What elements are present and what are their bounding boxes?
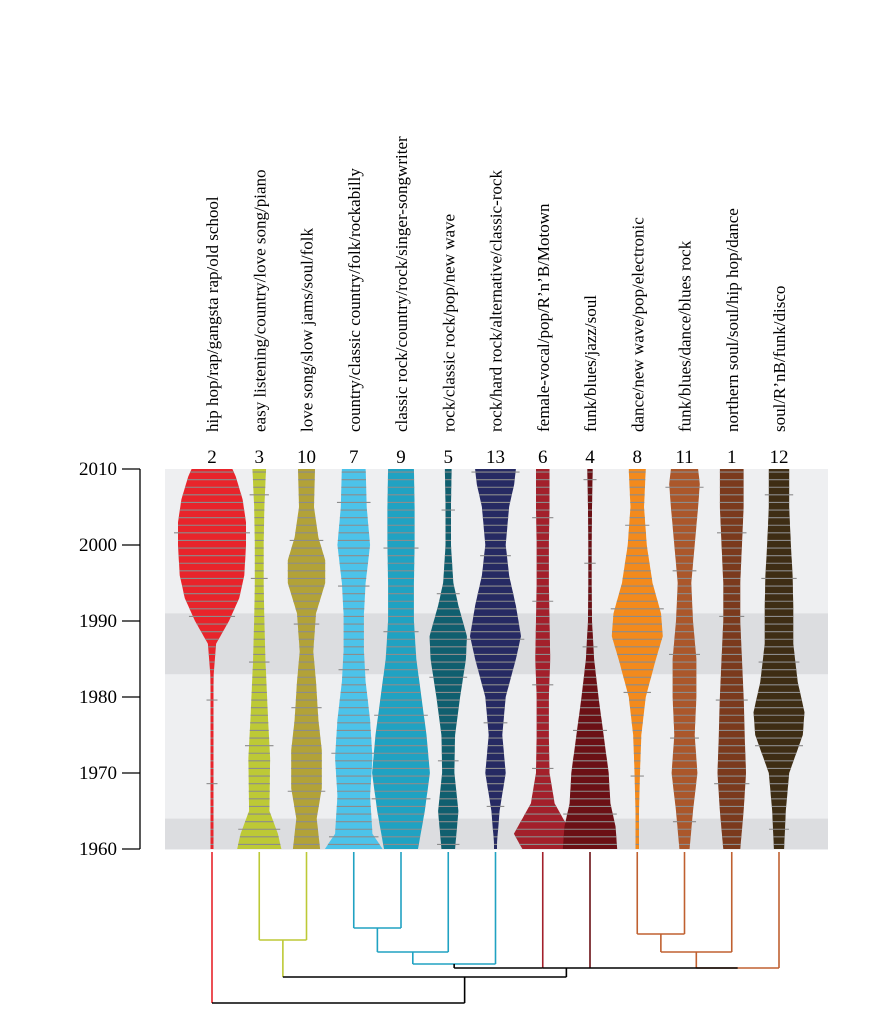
cluster-number: 2	[207, 447, 217, 468]
cluster-number: 8	[633, 447, 643, 468]
violin-6	[513, 469, 572, 849]
category-label: rock/hard rock/alternative/classic-rock	[487, 170, 506, 432]
category-label: soul/R’nB/funk/disco	[770, 286, 789, 432]
violin-shape	[717, 469, 746, 849]
y-tick-label: 1980	[79, 687, 117, 708]
violin-shape	[611, 469, 663, 849]
category-label: northern soul/soul/hip hop/dance	[723, 208, 742, 432]
category-label: dance/new wave/pop/electronic	[628, 217, 647, 432]
y-axis: 1960 1970 1980 1990 2000 2010	[79, 459, 141, 860]
cluster-number: 10	[297, 447, 316, 468]
dendrogram	[211, 852, 780, 1004]
y-tick-label: 2010	[79, 459, 117, 480]
category-label: love song/slow jams/soul/folk	[298, 228, 317, 433]
cluster-number: 12	[770, 447, 789, 468]
violin-shape	[237, 469, 282, 849]
category-label: funk/blues/jazz/soul	[581, 295, 600, 432]
violin-shape	[562, 469, 618, 849]
category-label: funk/blues/dance/blues rock	[676, 240, 695, 432]
category-label: rock/classic rock/pop/new wave	[439, 214, 458, 432]
violin-shape	[429, 469, 467, 849]
violin-12	[753, 469, 805, 849]
cluster-number: 3	[255, 447, 265, 468]
category-label: classic rock/country/rock/singer-songwri…	[392, 136, 411, 432]
category-label: hip hop/rap/gangsta rap/old school	[203, 196, 222, 432]
violin-shape	[324, 469, 383, 849]
violin-7	[324, 469, 383, 849]
cluster-number: 4	[585, 447, 595, 468]
violin-shape	[178, 469, 246, 849]
category-label: female-vocal/pop/R’n’B/Motown	[534, 203, 553, 432]
cluster-number: 11	[675, 447, 693, 468]
y-tick-label: 2000	[79, 535, 117, 556]
violin-2	[174, 469, 250, 849]
cluster-number: 1	[727, 447, 737, 468]
y-tick-label: 1970	[79, 763, 117, 784]
violin-10	[287, 469, 326, 849]
violin-shape	[372, 469, 430, 849]
category-label: easy listening/country/love song/piano	[250, 169, 269, 432]
category-labels: 2 hip hop/rap/gangsta rap/old school 3 easy…	[203, 136, 789, 468]
cluster-number: 13	[486, 447, 505, 468]
violin-shape	[669, 469, 700, 849]
violin-shape	[753, 469, 805, 849]
violins	[174, 469, 805, 849]
violin-4	[562, 469, 618, 849]
cluster-number: 9	[396, 447, 406, 468]
y-tick-label: 1990	[79, 611, 117, 632]
violin-shape	[513, 469, 572, 849]
cluster-number: 6	[538, 447, 548, 468]
violin-5	[429, 469, 468, 849]
violin-8	[610, 469, 664, 849]
violin-9	[371, 469, 431, 849]
y-tick-label: 1960	[79, 839, 117, 860]
violin-3	[237, 469, 282, 849]
violin-13	[466, 469, 525, 849]
violin-shape	[287, 469, 326, 849]
violin-11	[665, 469, 704, 849]
cluster-number: 5	[444, 447, 454, 468]
category-label: country/classic country/folk/rockabilly	[345, 168, 364, 432]
cluster-number: 7	[349, 447, 359, 468]
violin-1	[714, 469, 750, 849]
violin-shape	[470, 469, 521, 849]
